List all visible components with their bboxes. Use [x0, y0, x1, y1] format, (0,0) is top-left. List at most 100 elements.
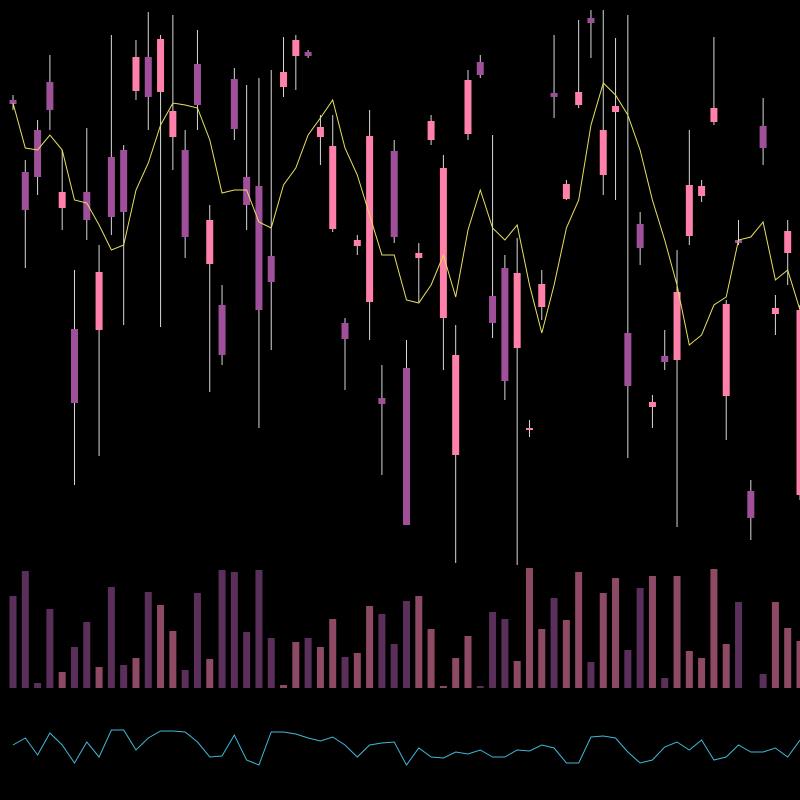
candle-body	[34, 130, 42, 177]
volume-bar	[292, 642, 300, 688]
candle-body	[587, 18, 595, 23]
volume-bar	[452, 658, 460, 688]
candle-body	[107, 157, 115, 217]
candle-body	[193, 64, 201, 105]
volume-bar	[280, 685, 288, 688]
volume-bar	[427, 629, 435, 688]
volume-bar	[83, 622, 91, 688]
volume-bar	[722, 644, 730, 688]
volume-bar	[366, 606, 374, 688]
volume-bar	[489, 612, 497, 688]
volume-bar	[316, 647, 324, 688]
candle-body	[206, 220, 214, 264]
candle-body	[83, 192, 91, 220]
candle-body	[624, 333, 632, 386]
volume-bar	[95, 667, 103, 688]
candle-body	[489, 296, 497, 323]
volume-bar	[341, 657, 349, 688]
volume-bar	[9, 596, 17, 688]
volume-bar	[70, 647, 78, 688]
volume-bar	[181, 670, 189, 688]
candle-body	[403, 368, 410, 525]
volume-bar	[612, 578, 620, 688]
volume-bar	[636, 588, 644, 688]
volume-bar	[329, 619, 337, 688]
candle-body	[280, 72, 288, 87]
candle-body	[9, 100, 17, 104]
candle-body	[21, 172, 29, 210]
volume-bar	[157, 605, 165, 688]
candle-body	[378, 398, 386, 404]
candle-body	[366, 136, 374, 302]
volume-bar	[648, 576, 656, 688]
volume-bar	[193, 593, 201, 688]
candle-body	[525, 428, 533, 430]
candle-body	[575, 92, 583, 105]
volume-bar	[218, 570, 226, 688]
volume-bar	[562, 620, 570, 688]
volume-bar	[476, 686, 484, 688]
candle-body	[157, 39, 165, 92]
volume-bar	[107, 587, 115, 688]
volume-bar	[661, 678, 669, 688]
volume-bar	[550, 598, 558, 688]
volume-bar	[439, 686, 447, 688]
volume-bar	[58, 672, 66, 688]
volume-bar	[120, 665, 128, 688]
candle-body	[464, 80, 472, 134]
volume-bar	[132, 658, 140, 688]
volume-bar	[525, 568, 533, 688]
candle-body	[562, 184, 570, 199]
candle-body	[255, 186, 263, 310]
candle-body	[95, 272, 103, 330]
candle-body	[304, 52, 312, 56]
candle-body	[673, 292, 681, 360]
candle-body	[415, 253, 423, 258]
candle-body	[599, 130, 607, 175]
candle-body	[58, 192, 66, 208]
candle-body	[501, 268, 509, 381]
candle-body	[169, 111, 177, 137]
volume-bar	[673, 576, 681, 688]
volume-bar	[735, 602, 743, 688]
volume-bar	[378, 614, 386, 688]
candle-body	[390, 151, 398, 237]
volume-bar	[575, 572, 583, 688]
volume-bar	[21, 571, 29, 688]
volume-bar	[353, 653, 361, 688]
volume-bar	[206, 659, 214, 688]
candle-body	[341, 323, 349, 339]
candle-body	[771, 308, 779, 314]
candle-body	[452, 355, 460, 455]
volume-bar	[685, 651, 693, 688]
volume-bar	[784, 628, 792, 688]
candle-body	[710, 108, 718, 122]
volume-bar	[267, 638, 275, 688]
candle-body	[784, 231, 792, 253]
volume-bar	[255, 570, 263, 688]
candle-body	[612, 106, 620, 112]
candle-body	[722, 304, 730, 396]
candle-body	[427, 121, 435, 140]
candle-body	[267, 256, 275, 282]
candle-body	[648, 402, 656, 407]
volume-bar	[46, 609, 54, 688]
volume-bar	[796, 641, 800, 688]
volume-bar	[243, 632, 251, 688]
indicator-line	[12, 729, 800, 766]
candle-body	[70, 329, 78, 403]
volume-bar	[710, 569, 718, 688]
volume-bar	[513, 661, 521, 688]
volume-bar	[169, 631, 177, 688]
moving-average-line	[12, 82, 800, 346]
candle-body	[144, 57, 152, 97]
candle-body	[476, 62, 484, 75]
candle-body	[796, 310, 800, 495]
volume-bar	[230, 572, 238, 688]
volume-bar	[538, 629, 546, 688]
volume-bar	[624, 650, 632, 688]
candle-body	[636, 224, 644, 248]
candle-body	[747, 491, 755, 518]
volume-bar	[759, 674, 767, 688]
candle-body	[230, 79, 238, 129]
